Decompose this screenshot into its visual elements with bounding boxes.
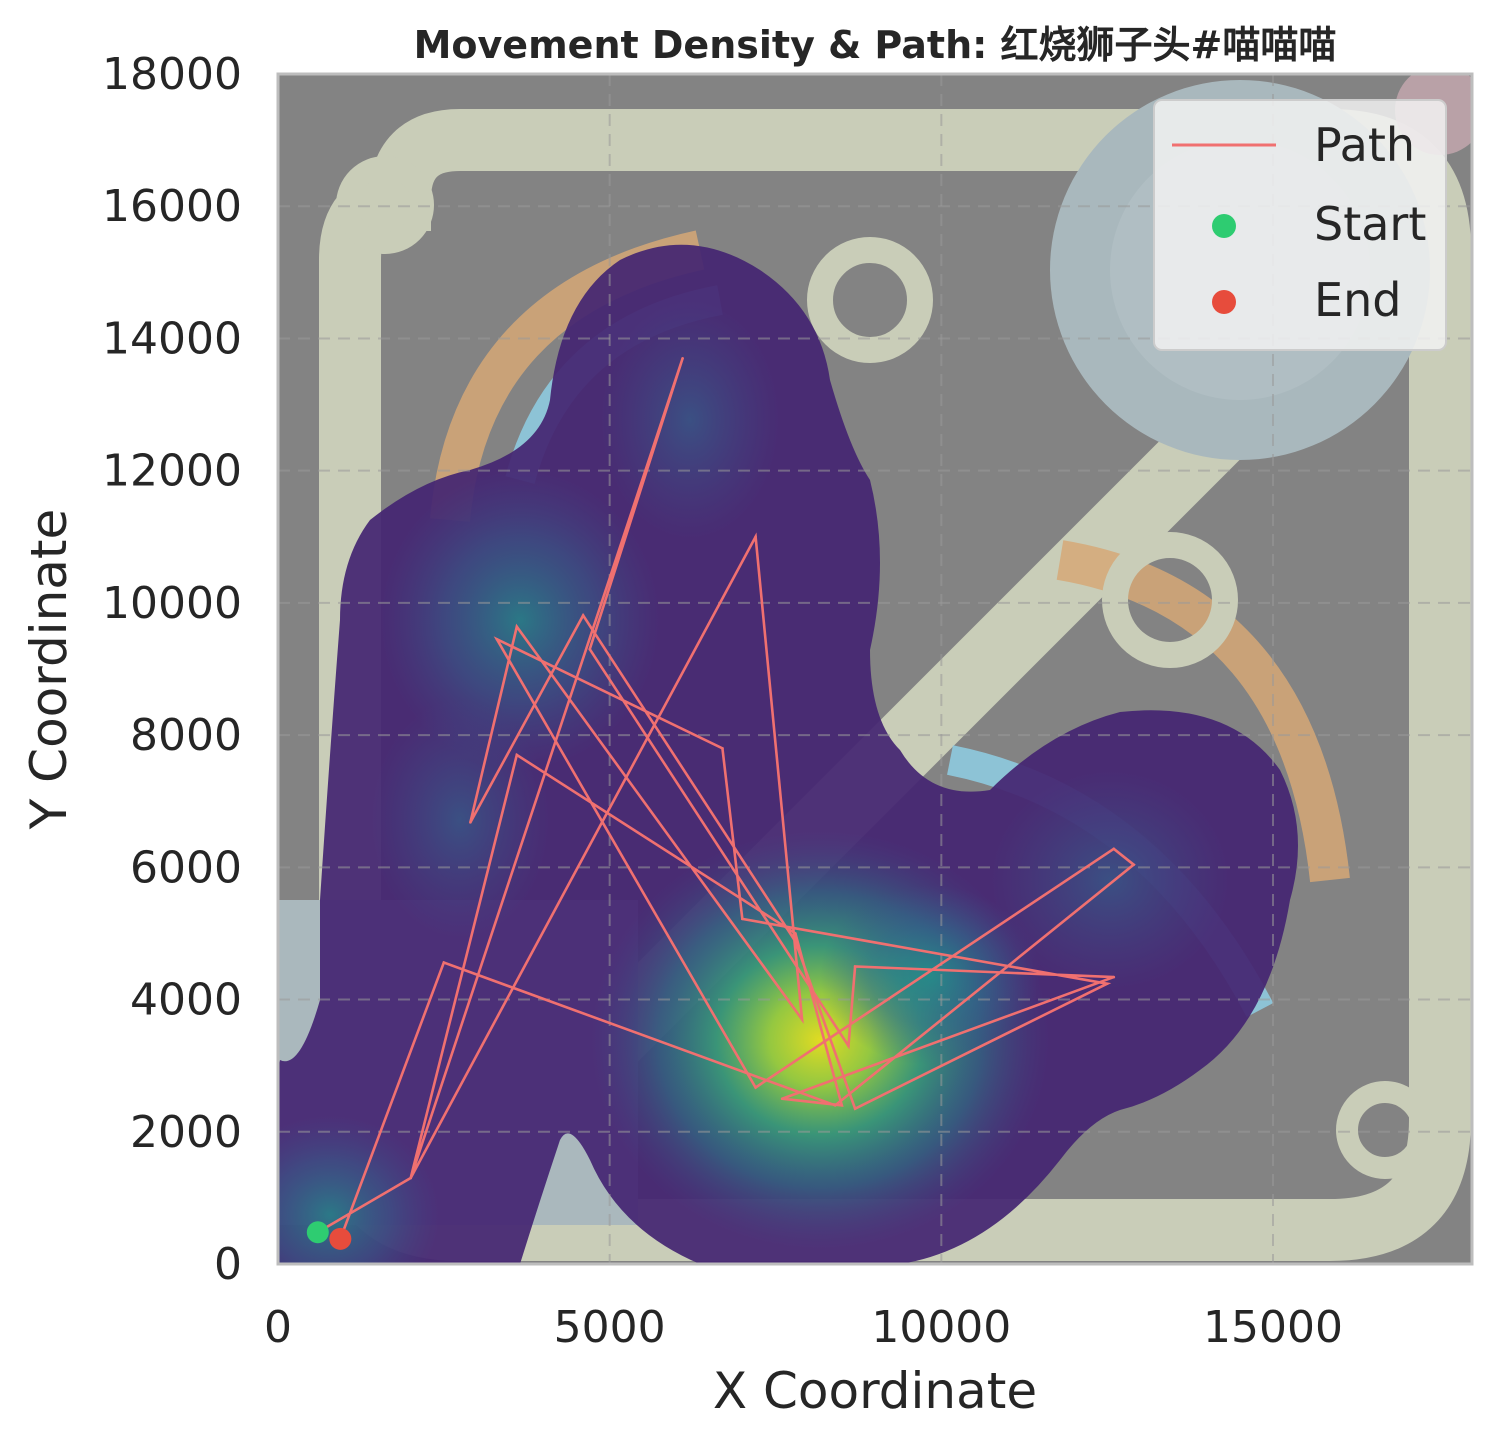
x-tick-label: 0 xyxy=(264,1302,292,1353)
path-point xyxy=(754,1086,757,1089)
y-tick-label: 16000 xyxy=(102,181,242,232)
end-marker xyxy=(329,1227,352,1250)
y-tick-label: 6000 xyxy=(130,842,242,893)
y-tick-label: 18000 xyxy=(102,49,242,100)
path-point xyxy=(847,1044,850,1048)
y-axis-ticks: 0 2000 4000 6000 8000 10000 12000 14000 16000 180… xyxy=(102,49,242,1290)
legend-start-swatch xyxy=(1212,214,1236,238)
x-tick-label: 10000 xyxy=(871,1302,1011,1353)
path-point xyxy=(409,1176,412,1180)
y-tick-label: 14000 xyxy=(102,313,242,364)
path-point xyxy=(853,965,857,968)
x-tick-label: 15000 xyxy=(1203,1302,1343,1353)
path-point xyxy=(800,1018,804,1021)
x-axis-label: X Coordinate xyxy=(713,1362,1037,1420)
path-point xyxy=(721,747,724,750)
path-point xyxy=(741,917,744,921)
legend-end-label: End xyxy=(1314,273,1401,327)
markers xyxy=(306,1221,352,1250)
x-axis-ticks: 0 5000 10000 15000 xyxy=(264,1302,1343,1353)
y-tick-label: 2000 xyxy=(130,1107,242,1158)
y-tick-label: 0 xyxy=(214,1239,242,1290)
path-point xyxy=(469,821,472,824)
y-tick-label: 4000 xyxy=(130,975,242,1026)
path-point xyxy=(794,940,797,943)
x-tick-label: 5000 xyxy=(554,1302,666,1353)
plot-frame xyxy=(276,72,1474,1266)
path-point xyxy=(1132,863,1135,866)
start-marker xyxy=(306,1221,329,1244)
path-point xyxy=(681,356,684,360)
legend-path-label: Path xyxy=(1314,118,1415,172)
path-point xyxy=(588,647,592,651)
path-point xyxy=(754,535,757,539)
path-point xyxy=(780,1097,784,1101)
path-point xyxy=(794,932,797,935)
path-point xyxy=(853,1107,857,1110)
chart-title: Movement Density & Path: 红烧狮子头#喵喵喵 xyxy=(414,23,1337,67)
path-point xyxy=(495,637,499,641)
path-point xyxy=(515,753,519,757)
path-point xyxy=(833,1104,837,1107)
y-tick-label: 12000 xyxy=(102,446,242,497)
path-point xyxy=(442,961,446,964)
path-point xyxy=(840,1104,844,1107)
path-point xyxy=(515,625,519,628)
path-point xyxy=(581,614,585,617)
path-point xyxy=(1112,847,1116,851)
y-tick-label: 10000 xyxy=(102,578,242,629)
legend-start-label: Start xyxy=(1314,197,1426,251)
y-tick-label: 8000 xyxy=(130,710,242,761)
y-axis-label: Y Coordinate xyxy=(20,509,78,831)
legend-box xyxy=(1153,99,1447,351)
legend: Path Start End xyxy=(1153,99,1447,351)
legend-end-swatch xyxy=(1212,290,1236,314)
path-point xyxy=(1105,982,1109,985)
path-point xyxy=(1112,975,1116,979)
